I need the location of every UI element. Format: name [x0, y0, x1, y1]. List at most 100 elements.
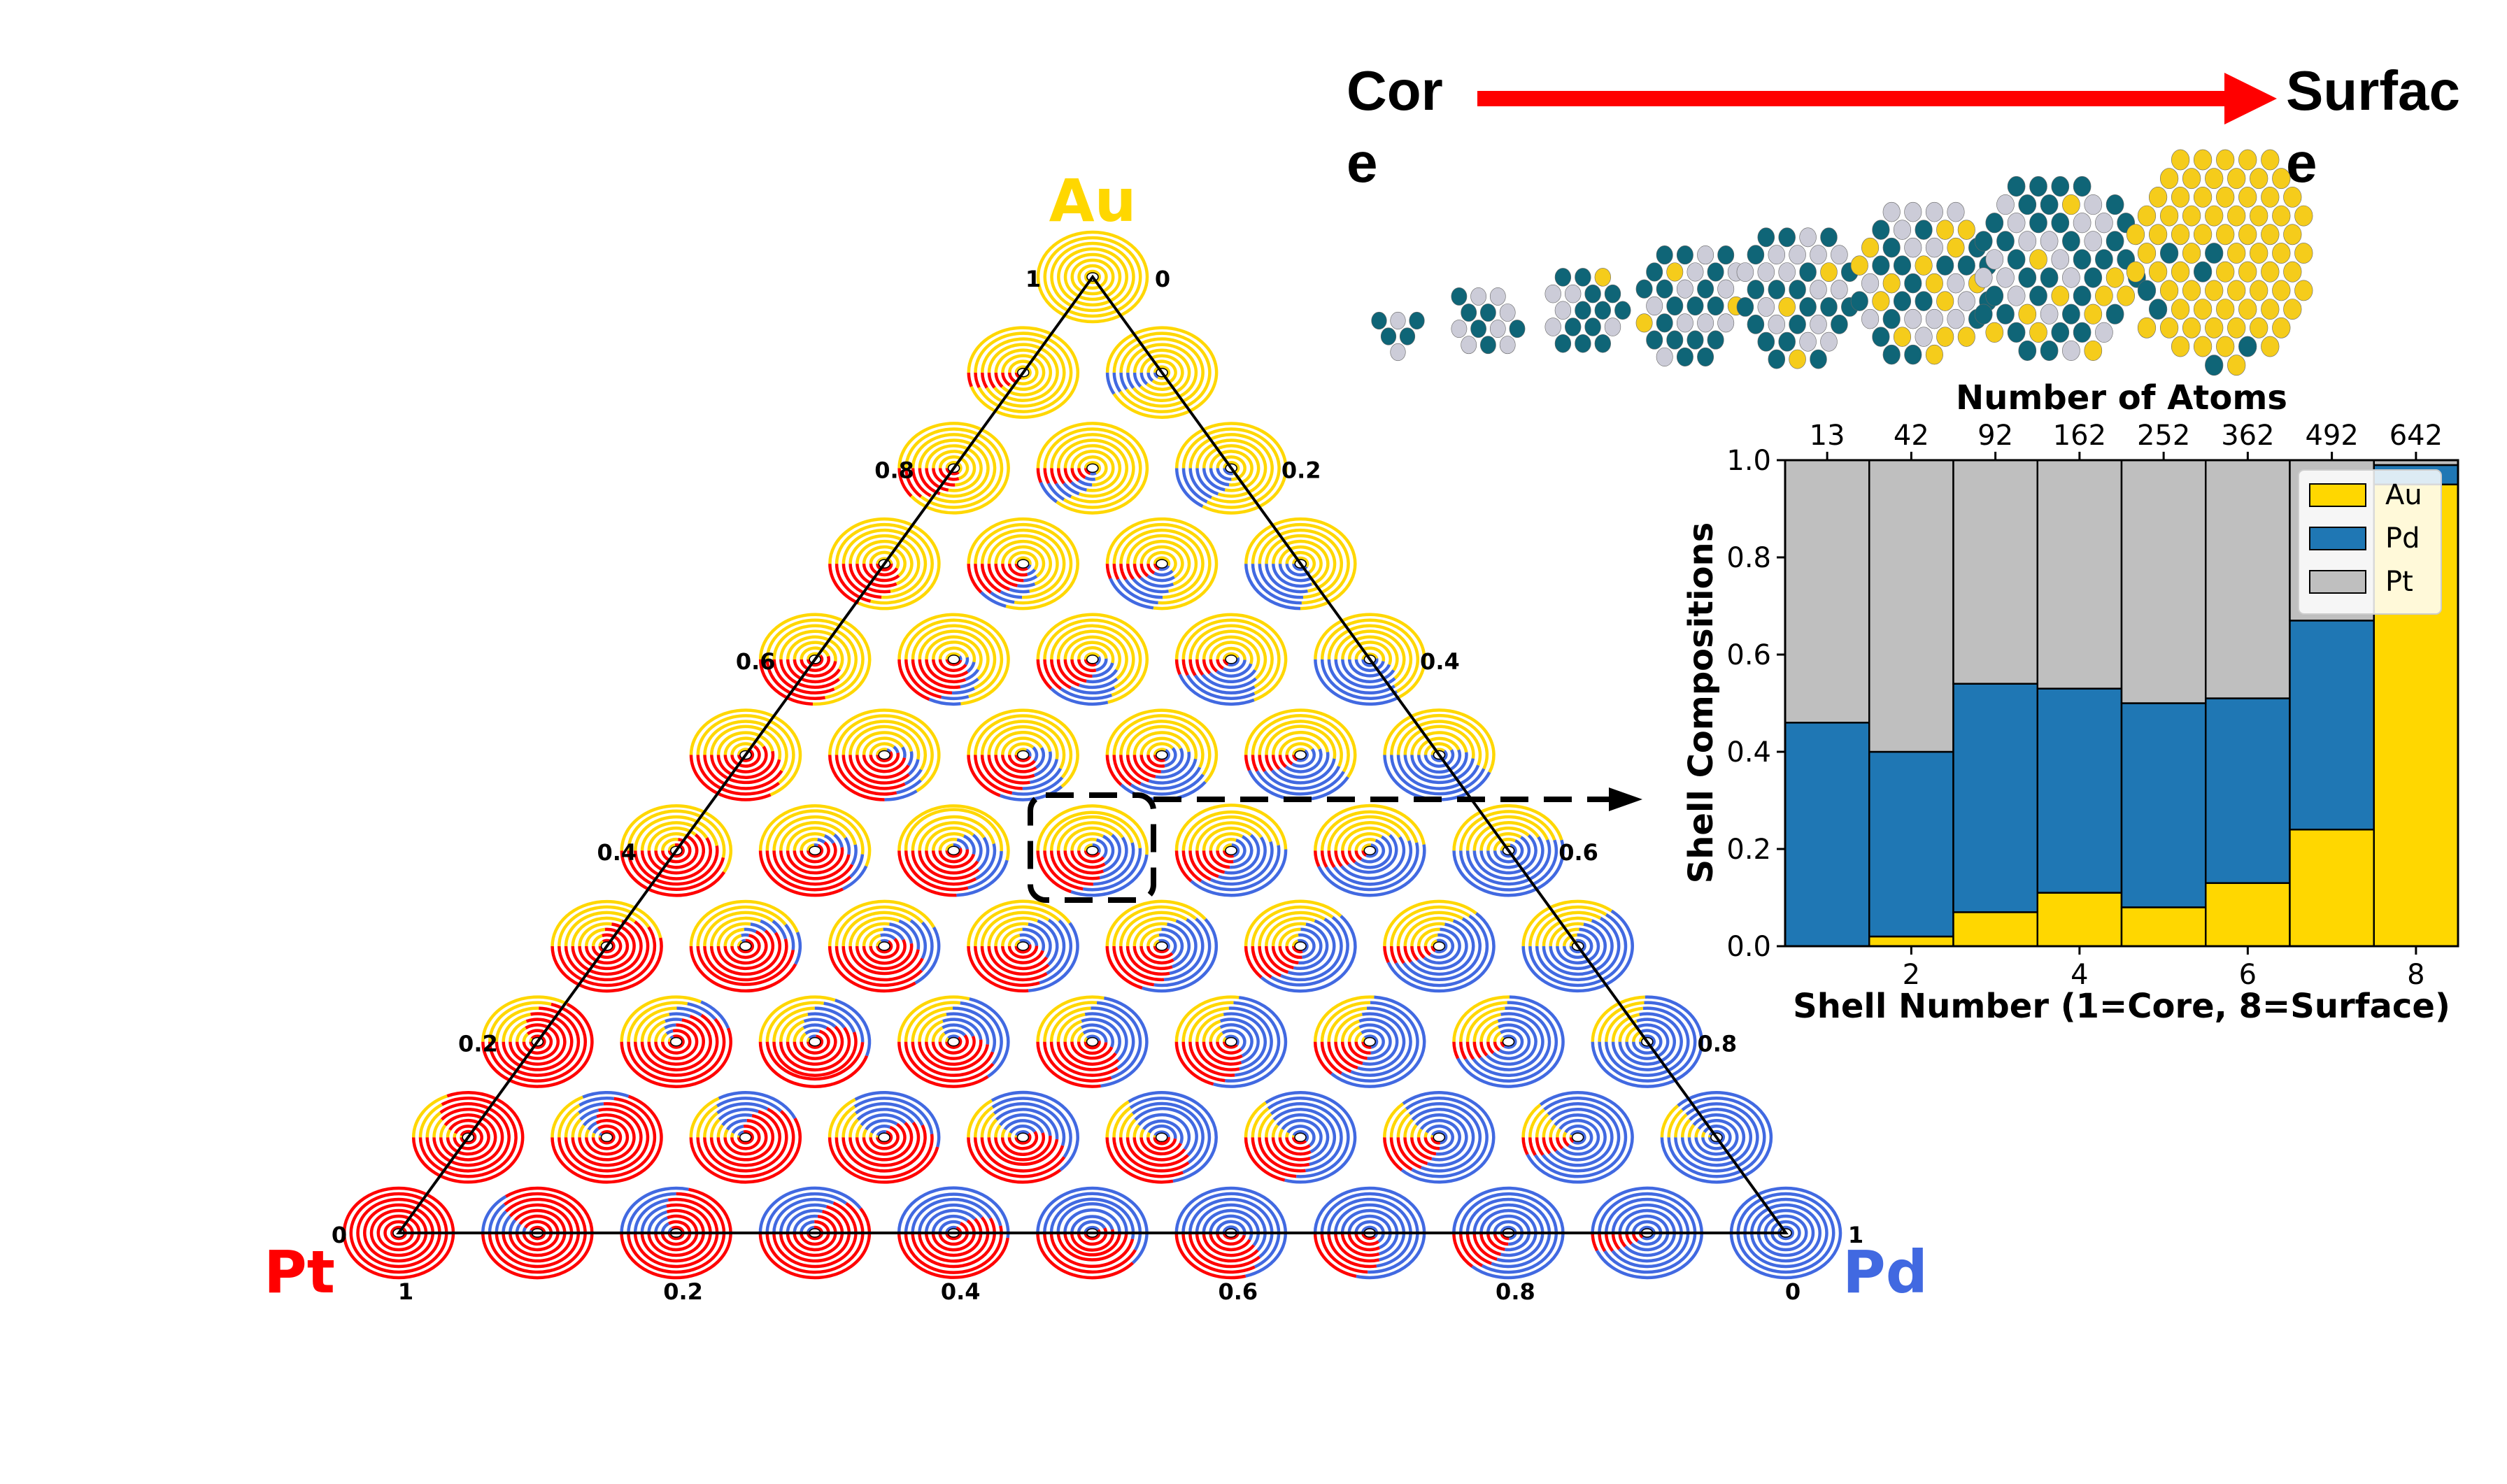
ternary-tick-left: 0.8 — [874, 457, 914, 483]
ternary-marker — [1244, 1091, 1357, 1184]
bar-axes: 0.0 0.2 0.4 0.6 0.8 1.0 2 4 6 8 13 42 92 162 252 362 492… — [1726, 420, 2443, 991]
ternary-marker — [1452, 995, 1565, 1088]
ternary-marker — [828, 1091, 941, 1184]
vertex-label-pd: Pd — [1842, 1238, 1928, 1306]
x2-tick-label: 642 — [2389, 420, 2443, 452]
ternary-marker — [967, 517, 1079, 611]
legend-label: Pd — [2385, 522, 2420, 555]
vertex-label-pt: Pt — [264, 1238, 335, 1306]
ternary-marker — [1036, 422, 1149, 515]
cluster-image — [1451, 287, 1526, 355]
ternary-marker — [897, 613, 1010, 706]
y-tick-label: 0.2 — [1726, 834, 1771, 866]
ternary-marker — [1105, 1091, 1218, 1184]
ternary-tick-right: 0.2 — [1281, 457, 1321, 483]
cluster-image — [1544, 268, 1631, 353]
ternary-marker — [1105, 708, 1219, 801]
ternary-tick-bottom: 0.6 — [1218, 1278, 1258, 1305]
x2-tick-label: 252 — [2137, 420, 2190, 452]
x2-tick-label: 362 — [2221, 420, 2274, 452]
bar-segment-pt — [1868, 459, 1954, 753]
ternary-marker — [897, 804, 1010, 897]
ternary-tick-left: 0.2 — [458, 1031, 498, 1057]
ternary-tick-right: 0.8 — [1697, 1031, 1737, 1057]
cluster-image — [1736, 227, 1859, 369]
core-surface-arrowhead — [2224, 73, 2277, 124]
y-tick-label: 0.0 — [1726, 931, 1771, 963]
legend-swatch — [2309, 527, 2366, 550]
ternary-marker — [1521, 1091, 1634, 1184]
core-label-line1: Cor — [1347, 59, 1443, 122]
y-axis-label: Shell Compositions — [1682, 522, 1721, 884]
x2-tick-label: 92 — [1977, 420, 2013, 452]
x2-axis-label: Number of Atoms — [1956, 378, 2287, 418]
ternary-marker — [1174, 613, 1288, 706]
ternary-marker — [758, 804, 872, 897]
ternary-marker — [1244, 708, 1357, 801]
x2-tick-label: 492 — [2305, 420, 2358, 452]
ternary-marker — [967, 708, 1079, 801]
bar-segment-pd — [2205, 697, 2291, 884]
ternary-marker — [1036, 804, 1149, 897]
cluster-image — [1974, 176, 2146, 361]
bar-segment-au — [2036, 892, 2123, 948]
ternary-tick-bottom: 0.4 — [941, 1278, 981, 1305]
bar-segment-pt — [1952, 459, 2038, 685]
bar-segment-au — [1868, 935, 1954, 948]
ternary-marker — [1244, 899, 1357, 993]
x-tick-label: 8 — [2407, 959, 2424, 991]
plot-frame — [1784, 459, 2459, 948]
bar-segment-pt — [2120, 459, 2207, 704]
x-tick-label: 6 — [2239, 959, 2257, 991]
ternary-marker — [1105, 517, 1219, 611]
ternary-marker — [1036, 613, 1149, 706]
ternary-tick-right: 0.6 — [1558, 839, 1598, 866]
ternary-marker — [551, 1091, 663, 1184]
surface-label-line2: e — [2286, 131, 2317, 194]
ternary-marker — [897, 995, 1010, 1088]
ternary-marker — [828, 708, 941, 801]
y-tick-label: 0.4 — [1726, 736, 1771, 769]
bar-segment-pd — [1868, 750, 1954, 938]
ternary-tick-bottom: 0.2 — [663, 1278, 703, 1305]
cluster-image — [2126, 149, 2313, 376]
ternary-tick-labels: 0 0.2 0.4 0.6 0.8 1 0 0.2 0.4 0.6 0.8 1 1 0.2 0.4 0.6 0.… — [332, 266, 1863, 1305]
x-tick-label: 4 — [2071, 959, 2088, 991]
ternary-tick-bottom: 0 — [1785, 1278, 1801, 1305]
cluster-image — [1850, 201, 1997, 365]
y-tick-label: 0.6 — [1726, 639, 1771, 671]
ternary-marker — [689, 1091, 802, 1184]
vertex-label-au: Au — [1049, 166, 1137, 235]
bar-segment-pt — [2205, 459, 2291, 699]
ternary-marker — [689, 899, 802, 993]
cluster-image — [1371, 311, 1425, 362]
ternary-tick-left: 0 — [332, 1222, 347, 1248]
x2-tick-label: 162 — [2053, 420, 2106, 452]
bar-segment-au — [2120, 906, 2207, 948]
shell-composition-chart: 0.0 0.2 0.4 0.6 0.8 1.0 2 4 6 8 13 42 92 162 252 362 492… — [1682, 378, 2459, 1026]
core-label-line2: e — [1347, 131, 1378, 194]
legend-label: Pt — [2385, 566, 2413, 598]
highlight-arrowhead — [1609, 787, 1642, 811]
ternary-tick-right: 1 — [1848, 1222, 1863, 1248]
ternary-tick-bottom: 0.8 — [1496, 1278, 1535, 1305]
ternary-diagram: Au Pt Pd 0 0.2 0.4 0.6 0.8 1 0 0.2 0.4 0.6 0.8 1 1 0.… — [264, 166, 1928, 1306]
legend-label: Au — [2385, 479, 2422, 511]
ternary-triangle — [396, 274, 1789, 1234]
ternary-tick-left: 0.4 — [597, 839, 637, 866]
legend-swatch — [2309, 483, 2366, 507]
bar-segment-pd — [2036, 687, 2123, 894]
ternary-marker — [1383, 899, 1496, 993]
cluster-image — [1635, 245, 1745, 366]
ternary-marker — [1313, 995, 1426, 1088]
y-tick-label: 1.0 — [1726, 445, 1771, 477]
bar-segment-pd — [1784, 722, 1870, 948]
bar-segment-au — [2205, 882, 2291, 948]
ternary-marker — [967, 1090, 1079, 1184]
surface-label-line1: Surfac — [2286, 59, 2460, 122]
nanoparticle-clusters — [1371, 149, 2313, 376]
ternary-marker — [1174, 995, 1288, 1088]
ternary-marker — [1105, 899, 1219, 993]
bar-segment-pd — [2289, 620, 2375, 831]
